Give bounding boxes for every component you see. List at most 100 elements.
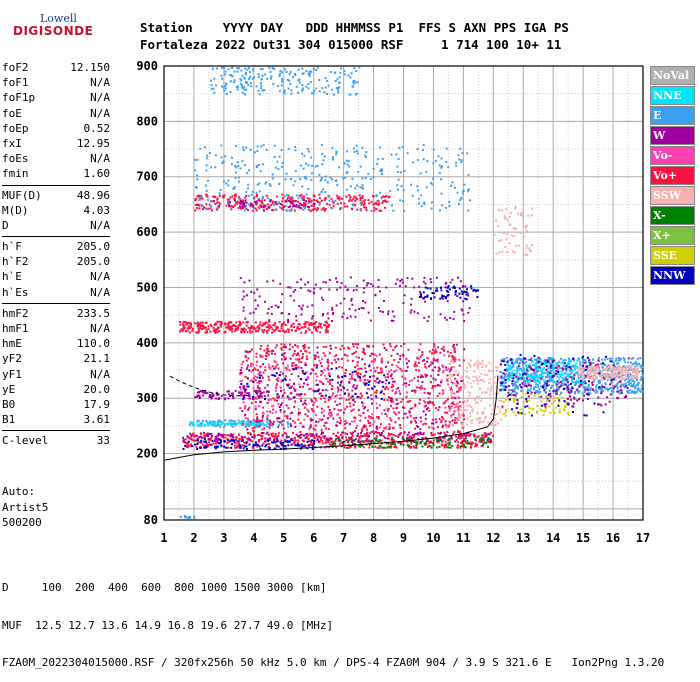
echo-point	[329, 383, 331, 385]
echo-point	[517, 369, 519, 371]
echo-point	[439, 368, 441, 370]
echo-point	[588, 380, 590, 382]
echo-point	[446, 431, 448, 433]
echo-point	[326, 326, 328, 328]
echo-point	[248, 369, 250, 371]
echo-point	[301, 443, 303, 445]
echo-point	[381, 371, 383, 373]
echo-point	[453, 374, 455, 376]
echo-point	[504, 382, 506, 384]
echo-point	[296, 281, 298, 283]
echo-point	[310, 210, 312, 212]
echo-point	[281, 327, 283, 329]
echo-point	[266, 411, 268, 413]
echo-point	[307, 281, 309, 283]
echo-point	[293, 291, 295, 293]
echo-point	[356, 347, 358, 349]
echo-point	[238, 207, 240, 209]
echo-point	[334, 359, 336, 361]
echo-point	[388, 382, 390, 384]
echo-point	[302, 439, 304, 441]
echo-point	[372, 345, 374, 347]
echo-point	[367, 420, 369, 422]
echo-point	[289, 344, 291, 346]
echo-point	[249, 280, 251, 282]
echo-point	[580, 384, 582, 386]
echo-point	[628, 392, 630, 394]
echo-point	[284, 344, 286, 346]
echo-point	[280, 390, 282, 392]
echo-point	[421, 354, 423, 356]
echo-point	[429, 351, 431, 353]
echo-point	[542, 372, 544, 374]
echo-point	[304, 364, 306, 366]
echo-point	[364, 302, 366, 304]
echo-point	[430, 432, 432, 434]
echo-point	[423, 400, 425, 402]
echo-point	[411, 278, 413, 280]
echo-point	[349, 308, 351, 310]
echo-point	[419, 432, 421, 434]
echo-point	[595, 386, 597, 388]
echo-point	[593, 367, 595, 369]
echo-point	[266, 208, 268, 210]
echo-point	[484, 407, 486, 409]
echo-point	[381, 360, 383, 362]
echo-point	[196, 422, 198, 424]
echo-point	[304, 284, 306, 286]
echo-point	[216, 328, 218, 330]
echo-point	[272, 280, 274, 282]
echo-point	[317, 326, 319, 328]
echo-point	[444, 317, 446, 319]
echo-point	[340, 389, 342, 391]
echo-point	[487, 388, 489, 390]
echo-point	[348, 439, 350, 441]
echo-point	[618, 362, 620, 364]
echo-point	[525, 385, 527, 387]
echo-point	[238, 420, 240, 422]
echo-point	[578, 390, 580, 392]
echo-point	[391, 433, 393, 435]
echo-point	[388, 311, 390, 313]
echo-point	[328, 428, 330, 430]
echo-point	[300, 307, 302, 309]
echo-point	[326, 203, 328, 205]
echo-point	[239, 444, 241, 446]
echo-point	[378, 416, 380, 418]
echo-point	[509, 394, 511, 396]
echo-point	[305, 330, 307, 332]
echo-point	[410, 421, 412, 423]
echo-point	[448, 355, 450, 357]
echo-point	[317, 390, 319, 392]
echo-point	[259, 387, 261, 389]
echo-point	[266, 322, 268, 324]
echo-point	[543, 379, 545, 381]
echo-point	[296, 394, 298, 396]
echo-point	[437, 409, 439, 411]
echo-point	[507, 392, 509, 394]
echo-point	[476, 296, 478, 298]
echo-point	[286, 435, 288, 437]
echo-point	[430, 441, 432, 443]
echo-point	[269, 411, 271, 413]
echo-point	[338, 366, 340, 368]
echo-point	[337, 358, 339, 360]
echo-point	[523, 357, 525, 359]
echo-point	[374, 446, 376, 448]
echo-point	[391, 364, 393, 366]
echo-point	[578, 377, 580, 379]
echo-point	[262, 331, 264, 333]
echo-point	[186, 323, 188, 325]
echo-point	[356, 365, 358, 367]
echo-point	[302, 353, 304, 355]
echo-point	[333, 205, 335, 207]
echo-point	[315, 373, 317, 375]
echo-point	[239, 322, 241, 324]
echo-point	[516, 381, 518, 383]
echo-point	[340, 381, 342, 383]
echo-point	[424, 363, 426, 365]
echo-point	[344, 203, 346, 205]
echo-point	[300, 367, 302, 369]
echo-point	[363, 280, 365, 282]
echo-point	[328, 399, 330, 401]
